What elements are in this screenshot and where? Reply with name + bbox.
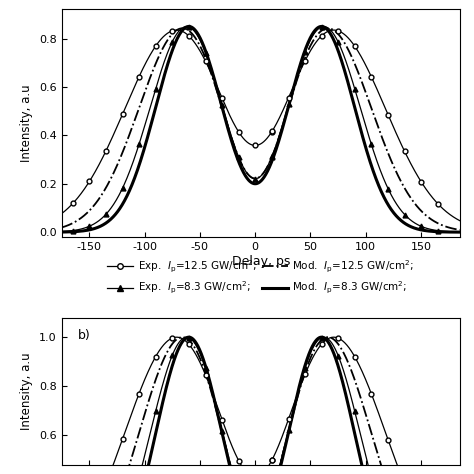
Y-axis label: Intensity, a.u: Intensity, a.u (20, 84, 34, 162)
Text: b): b) (78, 329, 90, 342)
Y-axis label: Intensity, a.u: Intensity, a.u (20, 352, 34, 430)
X-axis label: Delay, ps: Delay, ps (231, 255, 290, 268)
Legend: Exp.  $I_\mathrm{p}$=12.5 GW/cm$^2$;, Exp.  $I_\mathrm{p}$=8.3 GW/cm$^2$;, Mod. : Exp. $I_\mathrm{p}$=12.5 GW/cm$^2$;, Exp… (107, 258, 414, 296)
